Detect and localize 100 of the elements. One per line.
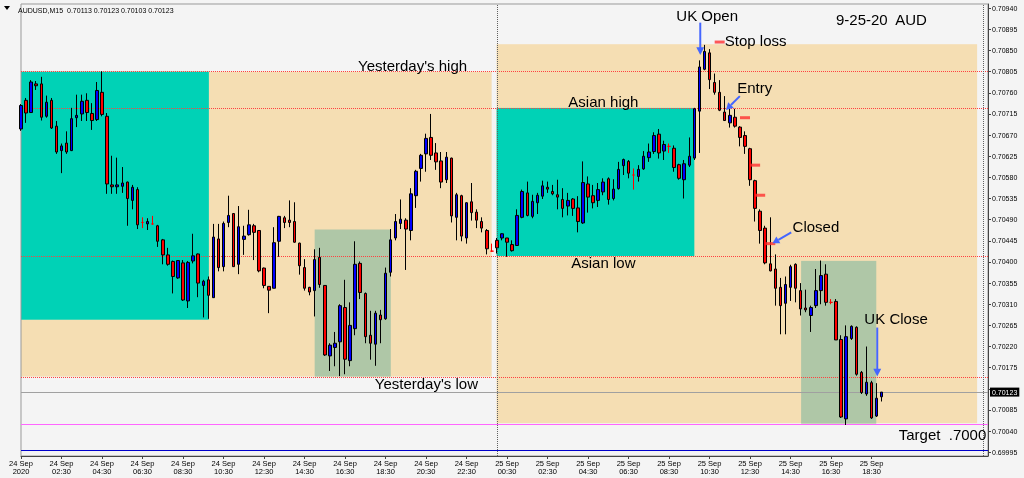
candlestick — [708, 48, 711, 90]
candlestick — [693, 107, 696, 161]
annotation: UK Open — [676, 7, 739, 25]
text: 9-25-20 AUD — [836, 11, 928, 28]
annotation: Yesterday's low — [374, 374, 479, 392]
candlestick — [769, 216, 772, 272]
candlestick — [136, 186, 139, 230]
candlestick — [126, 181, 129, 227]
candlestick — [445, 151, 448, 184]
annotation: Yesterday's high — [358, 57, 468, 75]
candlestick — [288, 199, 291, 228]
candlestick — [212, 223, 215, 299]
candlestick — [303, 258, 306, 292]
candlestick — [784, 276, 787, 335]
annotation: Target .7000 — [898, 425, 987, 443]
candlestick — [65, 130, 68, 155]
candlestick — [880, 391, 883, 402]
candlestick — [384, 267, 387, 321]
candlestick — [217, 223, 220, 272]
candlestick — [207, 276, 210, 320]
candlestick — [627, 159, 630, 179]
candlestick — [394, 213, 397, 241]
candlestick — [551, 184, 554, 196]
candlestick — [283, 215, 286, 229]
candlestick — [794, 262, 797, 303]
annotation: Stop loss — [724, 31, 787, 49]
candlestick — [637, 164, 640, 183]
candlestick — [460, 194, 463, 242]
candlestick — [850, 324, 853, 341]
candlestick — [202, 279, 205, 318]
candlestick — [131, 184, 134, 210]
candlestick — [70, 107, 73, 152]
candlestick — [389, 228, 392, 278]
candlestick — [232, 212, 235, 268]
candlestick — [546, 181, 549, 194]
candlestick — [146, 217, 149, 231]
candlestick — [313, 248, 316, 317]
candlestick — [556, 179, 559, 210]
candlestick — [789, 264, 792, 302]
candlestick — [748, 147, 752, 187]
candlestick — [718, 79, 721, 112]
candlestick — [60, 143, 63, 174]
candlestick — [480, 216, 483, 233]
annotation: Closed — [792, 218, 840, 236]
annotation: Entry — [737, 78, 773, 96]
candlestick — [495, 237, 499, 254]
candlestick — [753, 179, 757, 223]
candlestick — [622, 158, 625, 176]
candlestick — [277, 215, 281, 258]
candlestick — [75, 94, 78, 128]
annotation: UK Close — [864, 310, 928, 328]
candlestick — [875, 382, 878, 418]
candlestick — [379, 309, 382, 344]
candlestick — [455, 192, 458, 241]
candlestick — [561, 187, 564, 218]
candlestick — [222, 221, 225, 272]
candlestick — [698, 59, 701, 154]
candlestick — [774, 253, 777, 307]
candlestick — [237, 205, 240, 275]
candlestick — [860, 370, 863, 395]
candlestick — [465, 201, 468, 245]
candlestick — [475, 208, 478, 229]
candlestick — [50, 97, 53, 130]
candlestick — [713, 73, 716, 96]
candlestick — [865, 346, 868, 397]
candlestick — [804, 289, 807, 313]
annotation: Asian high — [568, 92, 639, 110]
candlestick — [617, 161, 620, 191]
candlestick — [531, 194, 534, 219]
candlestick — [870, 380, 873, 420]
candlestick — [364, 291, 367, 344]
candlestick — [723, 95, 726, 122]
candlestick — [369, 310, 372, 361]
candlestick — [632, 167, 635, 191]
candlestick — [399, 198, 402, 230]
candlestick — [156, 224, 159, 248]
candlestick — [55, 120, 58, 155]
candlestick — [121, 166, 124, 194]
candlestick — [293, 201, 296, 244]
candlestick — [541, 180, 544, 200]
candlestick — [242, 225, 246, 256]
candlestick — [485, 228, 489, 255]
candlestick — [526, 181, 529, 217]
candlestick — [308, 286, 311, 296]
candlestick — [450, 157, 453, 223]
candlestick — [536, 192, 539, 215]
candlestick — [612, 178, 615, 201]
candlestick — [607, 176, 610, 206]
candlestick — [419, 153, 423, 183]
candlestick — [809, 305, 813, 333]
annotation: Asian low — [571, 254, 636, 272]
candlestick — [45, 95, 48, 119]
candlestick — [703, 44, 706, 71]
candlestick — [374, 310, 377, 367]
candlestick — [298, 242, 301, 276]
candlestick — [470, 182, 473, 222]
candlestick — [688, 136, 691, 168]
candlestick — [855, 325, 858, 377]
candlestick — [642, 150, 645, 171]
candlestick — [779, 277, 782, 335]
